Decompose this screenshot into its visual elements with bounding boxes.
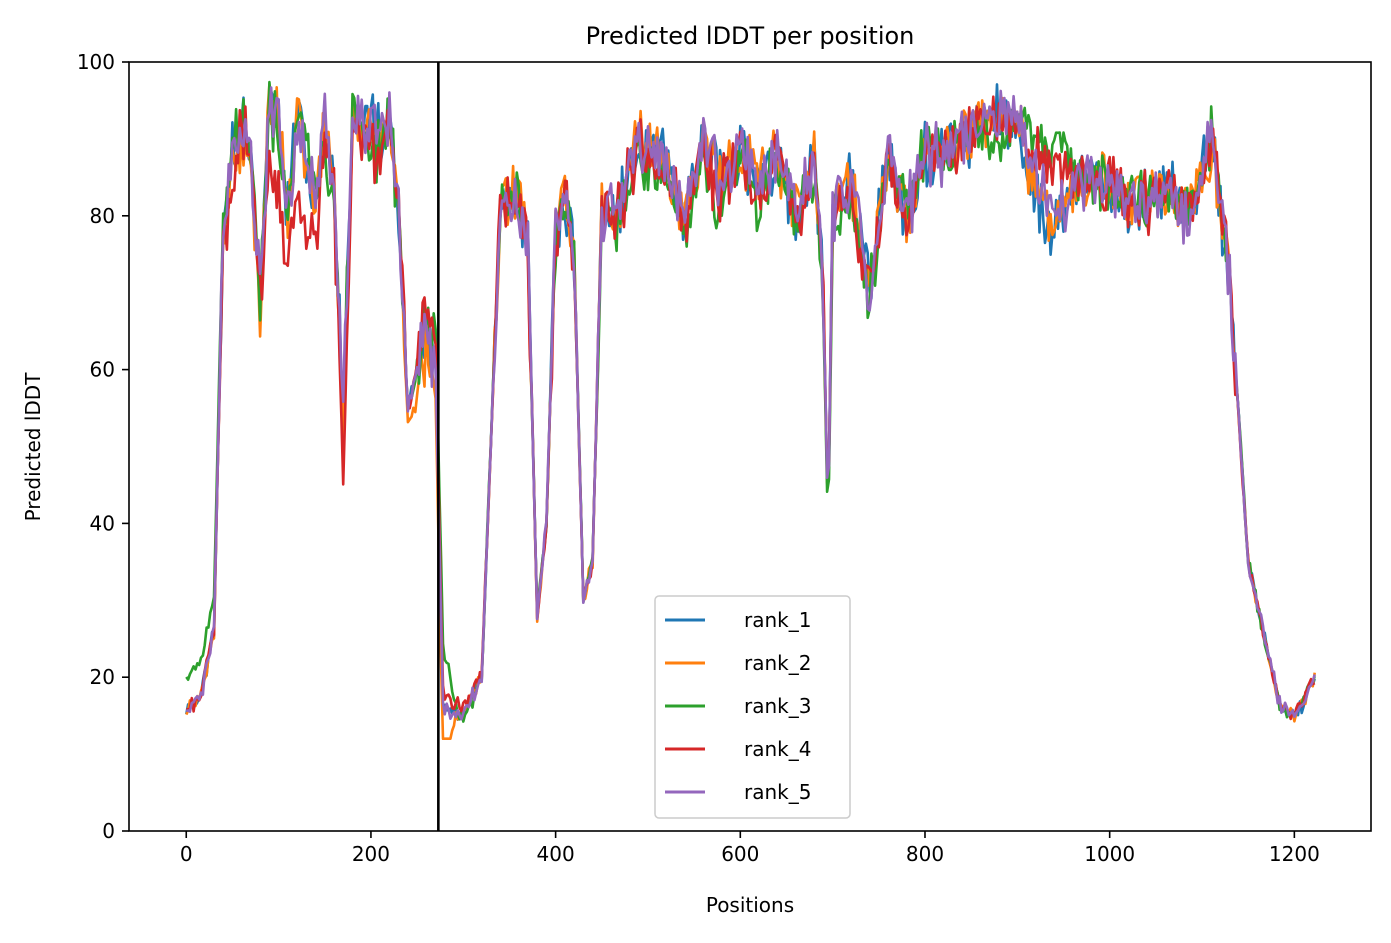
- legend-label-rank_3: rank_3: [744, 694, 811, 718]
- chart-title: Predicted lDDT per position: [586, 22, 915, 50]
- legend-label-rank_2: rank_2: [744, 651, 811, 675]
- x-tick-label: 200: [352, 842, 390, 866]
- legend-label-rank_1: rank_1: [744, 608, 811, 632]
- y-tick-label: 40: [90, 511, 115, 535]
- y-tick-label: 0: [102, 819, 115, 843]
- x-tick-label: 1000: [1084, 842, 1135, 866]
- x-tick-label: 0: [180, 842, 193, 866]
- y-tick-label: 60: [90, 358, 115, 382]
- legend-label-rank_4: rank_4: [744, 737, 811, 761]
- y-tick-label: 80: [90, 204, 115, 228]
- legend: rank_1 rank_2 rank_3 rank_4 rank_5: [654, 595, 851, 819]
- axes-layer: 0 200 400 600 800 1000 1200 0 20 40 60 80 100: [77, 50, 1372, 866]
- x-tick-label: 400: [537, 842, 575, 866]
- y-tick-label: 100: [77, 50, 115, 74]
- y-axis-label: Predicted lDDT: [21, 372, 45, 522]
- x-tick-label: 800: [906, 842, 944, 866]
- legend-label-rank_5: rank_5: [744, 780, 811, 804]
- series-line-rank_5: [185, 86, 1316, 721]
- plot-frame: [128, 61, 1372, 832]
- x-axis-label: Positions: [706, 893, 794, 917]
- series-layer: [185, 80, 1316, 740]
- legend-box: [654, 595, 851, 819]
- x-tick-label: 1200: [1269, 842, 1320, 866]
- x-tick-label: 600: [721, 842, 759, 866]
- y-tick-label: 20: [90, 665, 115, 689]
